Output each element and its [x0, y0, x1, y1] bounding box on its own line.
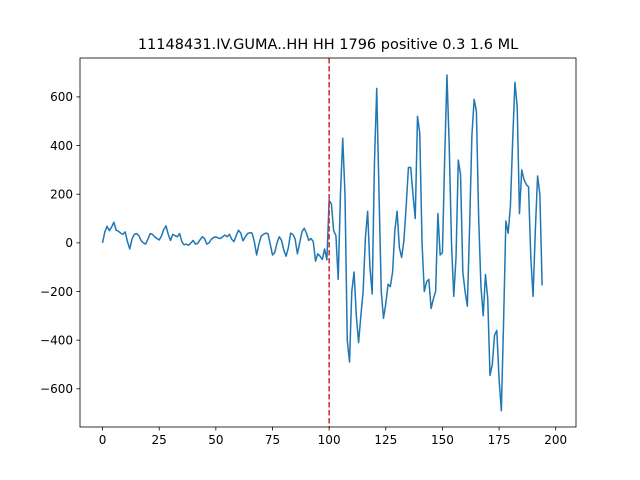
- x-tick-label: 0: [99, 433, 107, 447]
- y-tick-label: 400: [50, 139, 73, 153]
- x-tick-label: 125: [374, 433, 397, 447]
- x-tick-label: 25: [152, 433, 167, 447]
- x-tick-label: 50: [208, 433, 223, 447]
- chart-title: 11148431.IV.GUMA..HH HH 1796 positive 0.…: [138, 37, 518, 53]
- x-tick-label: 100: [318, 433, 341, 447]
- x-tick-label: 175: [488, 433, 511, 447]
- x-tick-label: 75: [265, 433, 280, 447]
- plot-area: [101, 58, 543, 427]
- axes: 0 25 50 75 100 125 150 175 200 −600 −400 −200 0 200 40…: [40, 57, 577, 447]
- y-tick-label: 600: [50, 90, 73, 104]
- y-tick-label: 200: [50, 188, 73, 202]
- y-tick-label: −600: [40, 382, 73, 396]
- y-tick-label: −200: [40, 285, 73, 299]
- series-line-0: [101, 74, 543, 412]
- x-tick-label: 200: [544, 433, 567, 447]
- y-tick-label: −400: [40, 333, 73, 347]
- x-tick-label: 150: [431, 433, 454, 447]
- y-tick-label: 0: [65, 236, 73, 250]
